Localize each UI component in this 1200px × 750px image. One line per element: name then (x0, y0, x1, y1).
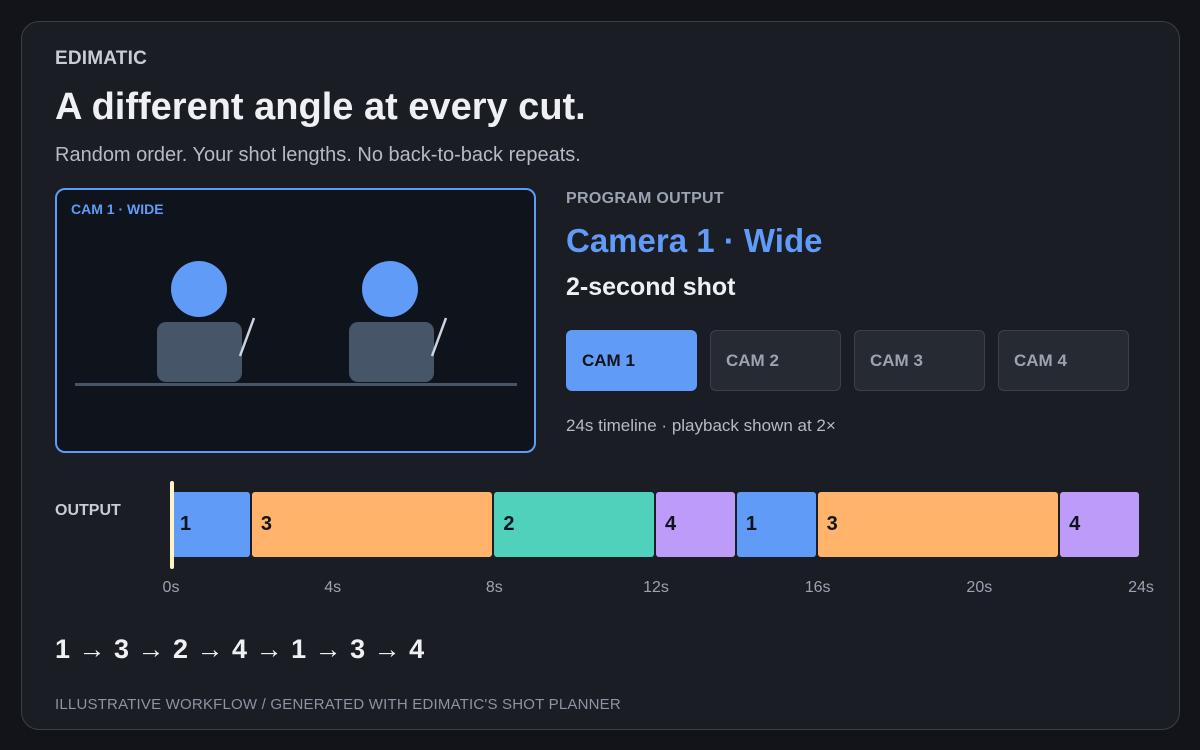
cam-4-button[interactable]: CAM 4 (998, 330, 1129, 391)
two-person-scene-illustration (75, 261, 517, 386)
timeline-segment-cam-4[interactable]: 4 (656, 492, 735, 557)
cam-2-button[interactable]: CAM 2 (710, 330, 841, 391)
output-label: OUTPUT (55, 502, 121, 519)
camera-sequence: 1 → 3 → 2 → 4 → 1 → 3 → 4 (55, 634, 425, 664)
playhead[interactable] (170, 481, 174, 569)
timeline-tick-label: 8s (485, 579, 503, 596)
footer-note: ILLUSTRATIVE WORKFLOW / GENERATED WITH E… (55, 696, 621, 713)
program-output-shot-length: 2-second shot (566, 273, 736, 301)
timeline-tick-label: 24s (1128, 579, 1154, 596)
camera-preview: CAM 1 · WIDE (55, 188, 536, 453)
headline: A different angle at every cut. (55, 86, 586, 128)
timeline-segment-cam-1[interactable]: 1 (171, 492, 250, 557)
preview-camera-label: CAM 1 · WIDE (71, 201, 164, 217)
timeline-tick-label: 4s (324, 579, 342, 596)
cam-3-button[interactable]: CAM 3 (854, 330, 985, 391)
program-output-label: PROGRAM OUTPUT (566, 190, 724, 207)
subheadline: Random order. Your shot lengths. No back… (55, 144, 581, 166)
timeline-tick-label: 12s (643, 579, 669, 596)
timeline-tick-label: 0s (162, 579, 180, 596)
timeline-segment-cam-1[interactable]: 1 (736, 492, 816, 557)
brand-name: EDIMATIC (55, 48, 148, 69)
timeline-tick-label: 20s (966, 579, 993, 596)
timeline-tick-label: 16s (804, 579, 831, 596)
timeline-segment-cam-4[interactable]: 4 (1060, 492, 1139, 557)
timeline-segment-cam-3[interactable]: 3 (817, 492, 1059, 557)
cam-1-button[interactable]: CAM 1 (566, 330, 697, 391)
timeline-segment-cam-2[interactable]: 2 (494, 492, 654, 557)
table-line (75, 383, 517, 386)
person-right-illustration (349, 261, 448, 382)
timeline-note: 24s timeline · playback shown at 2× (566, 416, 836, 435)
person-left-illustration (157, 261, 256, 382)
timeline-segment-cam-3[interactable]: 3 (251, 492, 493, 557)
hero-card: EDIMATIC A different angle at every cut.… (21, 21, 1180, 730)
program-output-camera: Camera 1 · Wide (566, 222, 823, 259)
